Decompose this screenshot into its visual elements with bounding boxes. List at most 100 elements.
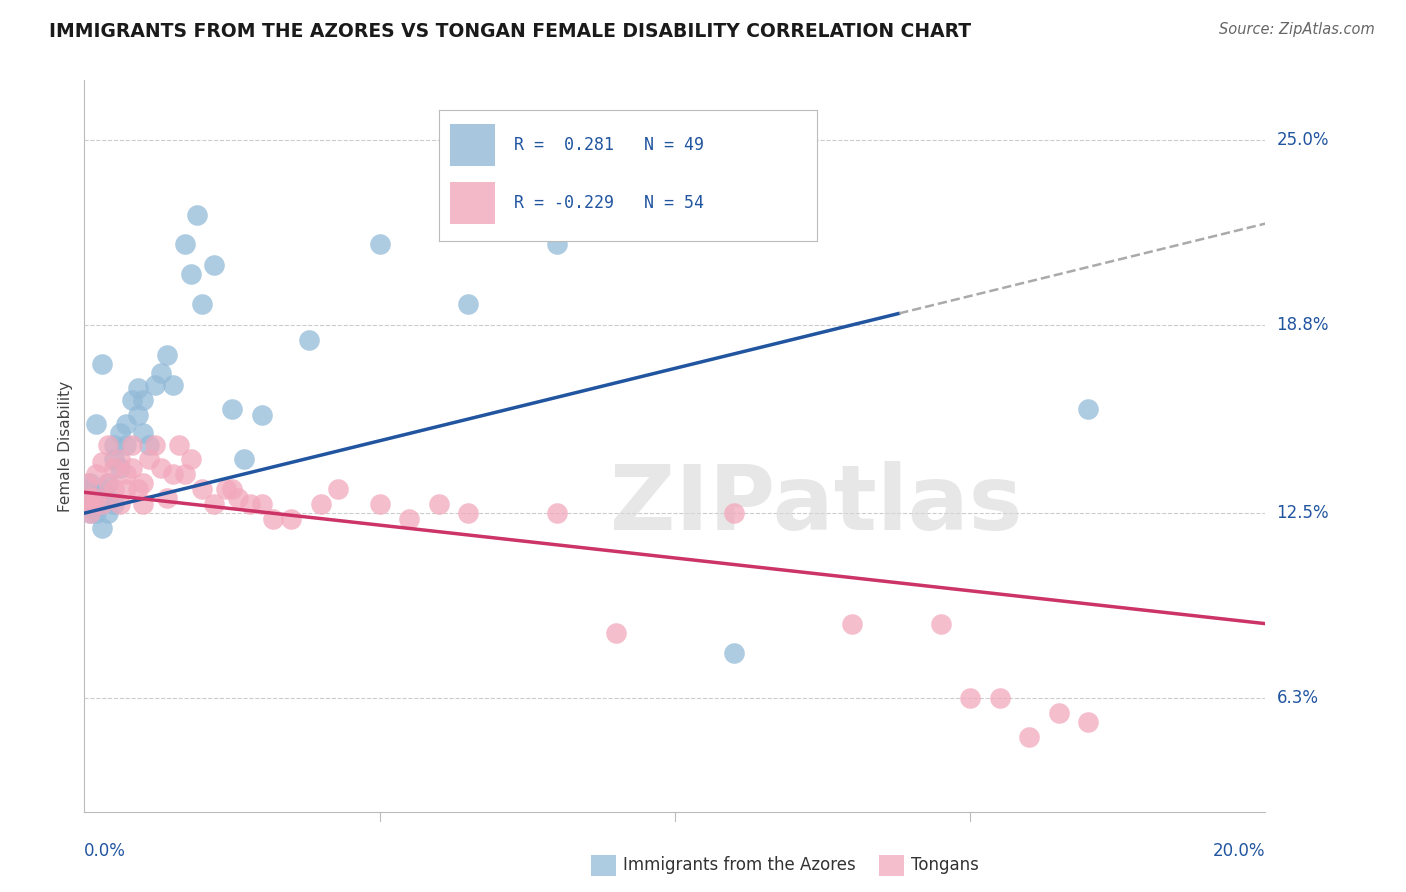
Point	[127, 381, 149, 395]
Point	[84, 491, 107, 506]
Point	[77, 497, 100, 511]
Point	[91, 455, 114, 469]
Point	[114, 417, 136, 431]
Point	[97, 476, 120, 491]
Point	[127, 408, 149, 422]
Point	[180, 452, 202, 467]
Point	[221, 401, 243, 416]
Point	[162, 377, 184, 392]
Point	[79, 476, 101, 491]
Point	[191, 297, 214, 311]
Point	[121, 461, 143, 475]
Point	[143, 377, 166, 392]
Point	[167, 437, 190, 451]
Point	[1077, 715, 1099, 730]
Point	[215, 483, 238, 497]
Point	[262, 512, 284, 526]
Text: 18.8%: 18.8%	[1277, 316, 1329, 334]
Point	[103, 497, 125, 511]
Point	[79, 506, 101, 520]
Point	[108, 425, 131, 440]
Text: 25.0%: 25.0%	[1277, 131, 1329, 149]
Point	[546, 237, 568, 252]
Point	[150, 366, 173, 380]
Point	[121, 392, 143, 407]
Point	[723, 647, 745, 661]
Point	[202, 259, 225, 273]
Point	[309, 497, 332, 511]
Point	[250, 497, 273, 511]
Point	[280, 512, 302, 526]
Point	[103, 452, 125, 467]
Point	[97, 491, 120, 506]
Point	[91, 497, 114, 511]
Point	[221, 483, 243, 497]
Point	[114, 467, 136, 482]
Point	[84, 500, 107, 515]
Point	[97, 506, 120, 520]
Point	[173, 467, 195, 482]
Point	[191, 483, 214, 497]
Point	[103, 437, 125, 451]
Point	[988, 691, 1011, 706]
Point	[91, 483, 114, 497]
Point	[180, 268, 202, 282]
Point	[605, 625, 627, 640]
Text: Source: ZipAtlas.com: Source: ZipAtlas.com	[1219, 22, 1375, 37]
Point	[84, 467, 107, 482]
Point	[84, 506, 107, 520]
Point	[457, 506, 479, 520]
Point	[328, 483, 350, 497]
Point	[76, 491, 98, 506]
Point	[79, 497, 101, 511]
Point	[929, 616, 952, 631]
Point	[841, 616, 863, 631]
Point	[250, 408, 273, 422]
Point	[368, 497, 391, 511]
Point	[97, 476, 120, 491]
Point	[127, 483, 149, 497]
Point	[91, 357, 114, 371]
Point	[162, 467, 184, 482]
Text: 20.0%: 20.0%	[1213, 842, 1265, 860]
Text: ZIPatlas: ZIPatlas	[610, 460, 1022, 549]
Point	[79, 491, 101, 506]
Point	[103, 461, 125, 475]
Point	[186, 208, 208, 222]
Point	[108, 461, 131, 475]
Point	[156, 348, 179, 362]
Point	[959, 691, 981, 706]
Point	[1077, 401, 1099, 416]
Point	[84, 491, 107, 506]
Text: 6.3%: 6.3%	[1277, 690, 1319, 707]
Text: Immigrants from the Azores: Immigrants from the Azores	[623, 856, 856, 874]
Point	[103, 483, 125, 497]
Point	[132, 476, 155, 491]
Point	[457, 297, 479, 311]
Point	[79, 491, 101, 506]
Point	[79, 506, 101, 520]
Point	[1018, 730, 1040, 744]
Point	[427, 497, 450, 511]
Y-axis label: Female Disability: Female Disability	[58, 380, 73, 512]
Point	[108, 497, 131, 511]
Point	[173, 237, 195, 252]
Point	[156, 491, 179, 506]
Point	[132, 392, 155, 407]
Point	[121, 437, 143, 451]
Point	[132, 425, 155, 440]
Point	[114, 437, 136, 451]
Point	[84, 417, 107, 431]
Point	[91, 491, 114, 506]
Text: IMMIGRANTS FROM THE AZORES VS TONGAN FEMALE DISABILITY CORRELATION CHART: IMMIGRANTS FROM THE AZORES VS TONGAN FEM…	[49, 22, 972, 41]
Point	[226, 491, 249, 506]
Point	[723, 506, 745, 520]
Point	[232, 452, 254, 467]
Point	[138, 452, 160, 467]
Point	[368, 237, 391, 252]
Text: 0.0%: 0.0%	[84, 842, 127, 860]
Text: 12.5%: 12.5%	[1277, 504, 1329, 522]
Point	[1047, 706, 1070, 721]
Point	[108, 452, 131, 467]
Point	[114, 483, 136, 497]
